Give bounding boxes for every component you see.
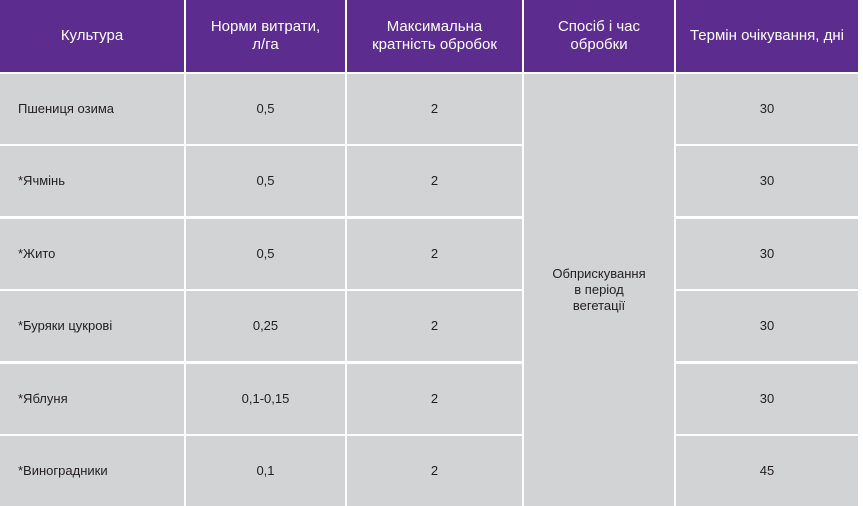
cell-text: *Буряки цукрові <box>18 318 113 334</box>
cell-text: 0,5 <box>256 245 275 261</box>
cell-text: 30 <box>759 101 775 116</box>
cell-text: 30 <box>759 173 775 189</box>
body-cell: *Жито <box>0 218 184 289</box>
body-cell: Пшениця озима <box>0 74 184 144</box>
body-cell: 0,5 <box>186 74 345 144</box>
cell-text: 2 <box>430 101 439 116</box>
header-text: Термін очікування, дні <box>689 27 845 44</box>
body-cell: 2 <box>347 218 522 289</box>
cell-text: 2 <box>430 390 439 406</box>
cell-text: 30 <box>759 318 775 334</box>
body-cell: 0,1-0,15 <box>186 363 345 434</box>
cell-text: 2 <box>430 245 439 261</box>
header-cell: Норми витрати, л/га <box>186 0 345 72</box>
cell-text: 0,5 <box>256 173 275 189</box>
cell-text: 45 <box>759 463 775 478</box>
body-cell: 30 <box>676 74 858 144</box>
header-text: Максимальна <box>386 18 483 35</box>
body-cell: 30 <box>676 291 858 362</box>
cell-text: 30 <box>759 390 775 406</box>
body-cell: 2 <box>347 74 522 144</box>
body-cell: *Ячмінь <box>0 146 184 217</box>
cell-text: 2 <box>430 463 439 478</box>
body-cell: 30 <box>676 218 858 289</box>
header-text: л/га <box>252 36 279 53</box>
cell-text: 2 <box>430 318 439 334</box>
method-cell: Обприскування в період вегетації <box>524 74 674 506</box>
header-text: кратність обробок <box>372 36 497 53</box>
cell-text: *Яблуня <box>18 390 68 406</box>
body-cell: 2 <box>347 146 522 217</box>
body-cell: 45 <box>676 436 858 506</box>
body-cell: *Буряки цукрові <box>0 291 184 362</box>
header-text: Спосіб і час <box>557 18 641 35</box>
body-cell: 0,25 <box>186 291 345 362</box>
header-cell: Термін очікування, дні <box>676 0 858 72</box>
body-cell: 2 <box>347 436 522 506</box>
header-text: Культура <box>60 27 124 44</box>
header-cell: Максимальна кратність обробок <box>347 0 522 72</box>
cell-text: 0,25 <box>252 318 279 334</box>
body-cell: 30 <box>676 363 858 434</box>
body-cell: 30 <box>676 146 858 217</box>
body-cell: 0,5 <box>186 218 345 289</box>
cell-text: *Жито <box>18 245 56 261</box>
cell-text: 0,1-0,15 <box>241 390 290 406</box>
cell-text: *Ячмінь <box>18 173 65 189</box>
cell-text: *Виноградники <box>18 463 108 478</box>
cell-text: Обприскування в період вегетації <box>552 266 646 313</box>
header-cell: Культура <box>0 0 184 72</box>
body-cell: *Виноградники <box>0 436 184 506</box>
header-cell: Спосіб і час обробки <box>524 0 674 72</box>
header-text: Норми витрати, <box>210 18 321 35</box>
body-cell: 0,5 <box>186 146 345 217</box>
body-cell: 2 <box>347 363 522 434</box>
header-text: обробки <box>570 36 628 53</box>
cell-text: Пшениця озима <box>18 101 115 116</box>
cell-text: 30 <box>759 245 775 261</box>
cell-text: 2 <box>430 173 439 189</box>
body-cell: 0,1 <box>186 436 345 506</box>
body-cell: *Яблуня <box>0 363 184 434</box>
cell-text: 0,1 <box>256 463 275 478</box>
cell-text: 0,5 <box>256 101 275 116</box>
body-cell: 2 <box>347 291 522 362</box>
